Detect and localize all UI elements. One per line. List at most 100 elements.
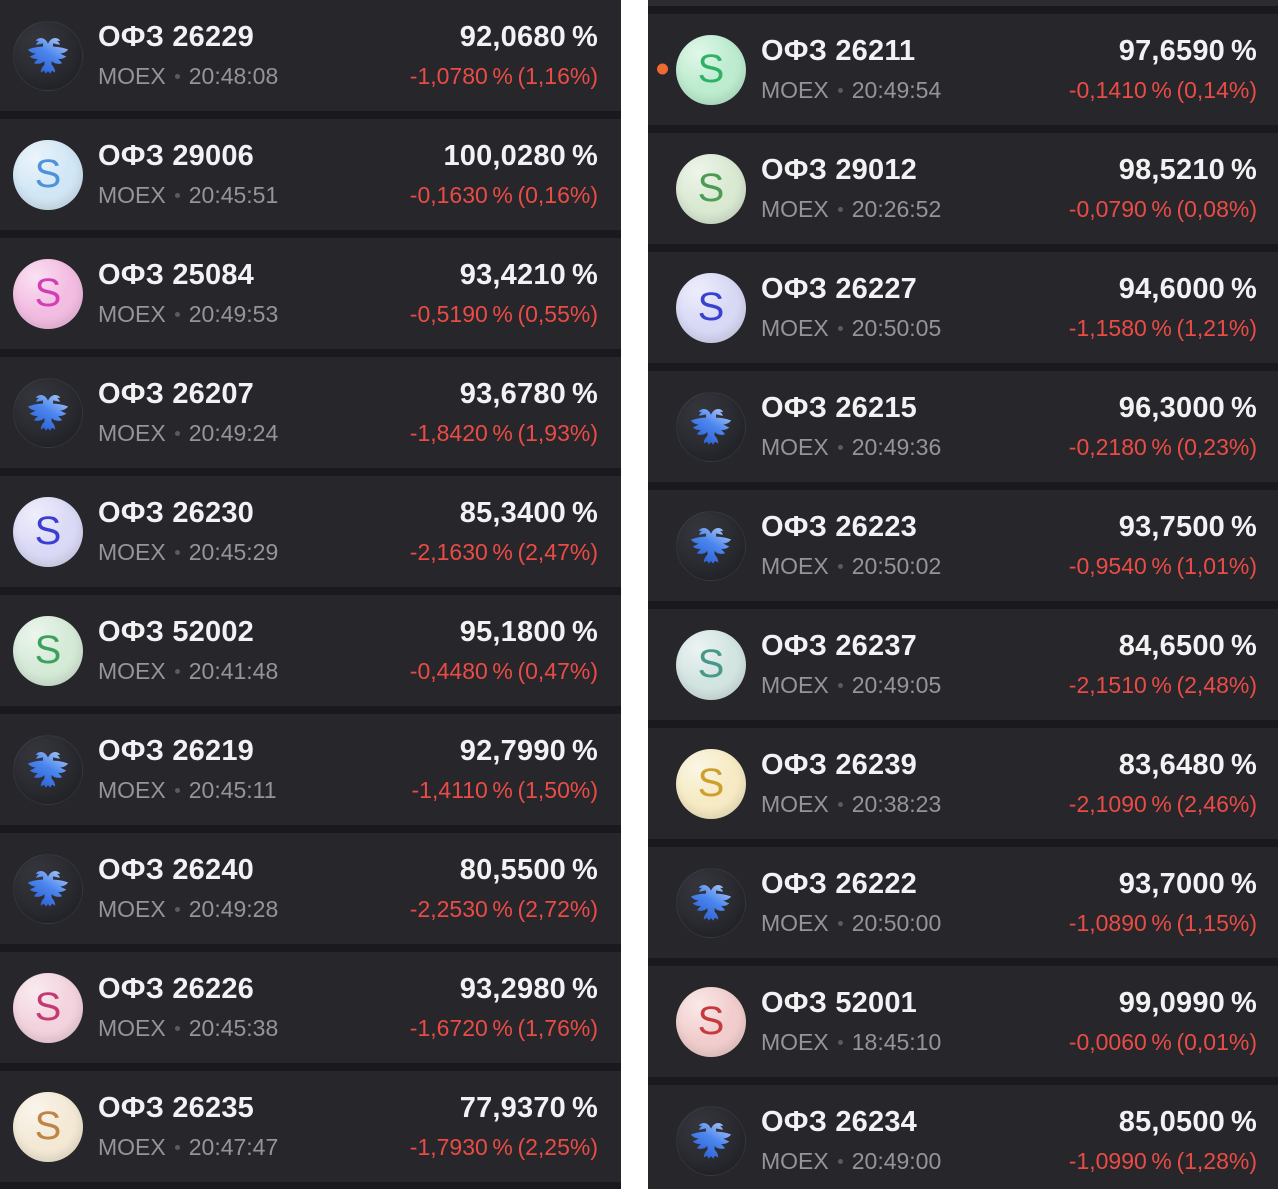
bond-list-item[interactable]: ОФЗ 26207 MOEX 20:49:24 93,6780 % -1,842… [0, 357, 621, 468]
bond-ticker: ОФЗ 26219 [98, 735, 254, 767]
last-trade-time: 18:45:10 [851, 1029, 942, 1055]
bond-change: -1,0990 % (1,28%) [1068, 1148, 1257, 1174]
bond-list-item[interactable]: S ОФЗ 26226 MOEX 20:45:38 93,2980 % -1,6… [0, 952, 621, 1063]
bond-ticker: ОФЗ 26223 [761, 511, 917, 543]
bond-change: -0,2180 % (0,23%) [1068, 434, 1257, 460]
minfin-eagle-icon [27, 37, 69, 74]
bond-avatar: S [676, 748, 746, 819]
bond-list-item[interactable]: S ОФЗ 25084 MOEX 20:49:53 93,4210 % -0,5… [0, 238, 621, 349]
letter-s-icon: S [34, 984, 62, 1029]
bond-change: -0,0790 % (0,08%) [1068, 196, 1257, 222]
bond-subtitle: MOEX 20:49:36 [761, 434, 941, 461]
bond-price: 85,3400 % [459, 497, 598, 529]
exchange-label: MOEX [761, 77, 829, 103]
last-trade-time: 20:26:52 [851, 196, 942, 222]
bond-list-item[interactable]: S ОФЗ 52001 MOEX 18:45:10 99,0990 % -0,0… [648, 966, 1278, 1077]
bond-ticker: ОФЗ 26229 [98, 21, 254, 53]
exchange-label: MOEX [98, 777, 166, 803]
last-trade-time: 20:49:00 [851, 1148, 942, 1174]
bond-avatar [13, 20, 83, 91]
bond-price: 85,0500 % [1118, 1106, 1257, 1138]
bond-ticker: ОФЗ 26215 [761, 392, 917, 424]
bond-subtitle: MOEX 20:41:48 [98, 658, 278, 685]
exchange-label: MOEX [761, 1029, 829, 1055]
minfin-eagle-icon [27, 751, 69, 788]
exchange-label: MOEX [761, 315, 829, 341]
exchange-label: MOEX [98, 63, 166, 89]
bond-list-item[interactable]: ОФЗ 26215 MOEX 20:49:36 96,3000 % -0,218… [648, 371, 1278, 482]
bond-subtitle: MOEX 20:50:05 [761, 315, 941, 342]
bond-price: 97,6590 % [1118, 35, 1257, 67]
bond-list-item[interactable]: S ОФЗ 26239 MOEX 20:38:23 83,6480 % -2,1… [648, 728, 1278, 839]
last-trade-time: 20:49:28 [188, 896, 279, 922]
bond-price: 93,7500 % [1118, 511, 1257, 543]
bond-change: -0,5190 % (0,55%) [409, 301, 598, 327]
bond-change: -0,1410 % (0,14%) [1068, 77, 1257, 103]
bond-list-item[interactable]: S ОФЗ 26211 MOEX 20:49:54 97,6590 % -0,1… [648, 14, 1278, 125]
bond-list-item[interactable]: ОФЗ 26222 MOEX 20:50:00 93,7000 % -1,089… [648, 847, 1278, 958]
bond-change: -0,4480 % (0,47%) [409, 658, 598, 684]
bond-avatar: S [13, 615, 83, 686]
bond-list-item[interactable]: ОФЗ 26223 MOEX 20:50:02 93,7500 % -0,954… [648, 490, 1278, 601]
letter-s-icon: S [697, 46, 725, 91]
bond-subtitle: MOEX 20:49:53 [98, 301, 278, 328]
bond-price: 84,6500 % [1118, 630, 1257, 662]
bond-list-item[interactable]: ОФЗ 26240 MOEX 20:49:28 80,5500 % -2,253… [0, 833, 621, 944]
bond-change: -2,2530 % (2,72%) [409, 896, 598, 922]
bond-avatar: S [13, 972, 83, 1043]
dot-separator-icon [837, 88, 843, 93]
bond-price: 92,7990 % [459, 735, 598, 767]
last-trade-time: 20:50:02 [851, 553, 942, 579]
exchange-label: MOEX [761, 1148, 829, 1174]
dot-separator-icon [837, 564, 843, 569]
letter-s-icon: S [34, 1103, 62, 1148]
dot-separator-icon [174, 1026, 180, 1031]
last-trade-time: 20:45:51 [188, 182, 279, 208]
bond-list-item[interactable]: ОФЗ 26234 MOEX 20:49:00 85,0500 % -1,099… [648, 1085, 1278, 1189]
dot-separator-icon [174, 74, 180, 79]
bond-list-item[interactable]: S ОФЗ 52002 MOEX 20:41:48 95,1800 % -0,4… [0, 595, 621, 706]
letter-s-icon: S [697, 998, 725, 1043]
exchange-label: MOEX [761, 791, 829, 817]
bond-change: -0,1630 % (0,16%) [409, 182, 598, 208]
bond-ticker: ОФЗ 26227 [761, 273, 917, 305]
bond-list-item[interactable]: S ОФЗ 26227 MOEX 20:50:05 94,6000 % -1,1… [648, 252, 1278, 363]
bond-price: 99,0990 % [1118, 987, 1257, 1019]
bond-list-item[interactable]: ОФЗ 26229 MOEX 20:48:08 92,0680 % -1,078… [0, 0, 621, 111]
dot-separator-icon [174, 550, 180, 555]
bond-subtitle: MOEX 20:49:24 [98, 420, 278, 447]
minfin-eagle-icon [690, 884, 732, 921]
dot-separator-icon [837, 326, 843, 331]
unread-dot-icon [657, 63, 668, 74]
bond-price: 96,3000 % [1118, 392, 1257, 424]
bond-list-item[interactable]: S ОФЗ 26237 MOEX 20:49:05 84,6500 % -2,1… [648, 609, 1278, 720]
letter-s-icon: S [34, 508, 62, 553]
bond-price: 94,6000 % [1118, 273, 1257, 305]
bond-price: 93,2980 % [459, 973, 598, 1005]
bond-list-item[interactable]: S ОФЗ 29006 MOEX 20:45:51 100,0280 % -0,… [0, 119, 621, 230]
screens-divider [621, 0, 648, 1189]
last-trade-time: 20:45:38 [188, 1015, 279, 1041]
bond-subtitle: MOEX 20:50:02 [761, 553, 941, 580]
watchlist-column-right[interactable]: S ОФЗ 26211 MOEX 20:49:54 97,6590 % -0,1… [648, 0, 1278, 1189]
bond-ticker: ОФЗ 26239 [761, 749, 917, 781]
bond-avatar [676, 391, 746, 462]
bond-list-item[interactable]: ОФЗ 26219 MOEX 20:45:11 92,7990 % -1,411… [0, 714, 621, 825]
bond-ticker: ОФЗ 29012 [761, 154, 917, 186]
bond-price: 80,5500 % [459, 854, 598, 886]
exchange-label: MOEX [761, 196, 829, 222]
bond-avatar: S [676, 153, 746, 224]
bond-ticker: ОФЗ 52002 [98, 616, 254, 648]
bond-list-item[interactable]: S ОФЗ 26230 MOEX 20:45:29 85,3400 % -2,1… [0, 476, 621, 587]
exchange-label: MOEX [761, 672, 829, 698]
watchlist-column-left[interactable]: ОФЗ 26229 MOEX 20:48:08 92,0680 % -1,078… [0, 0, 621, 1189]
bond-avatar: S [676, 986, 746, 1057]
exchange-label: MOEX [98, 658, 166, 684]
bond-subtitle: MOEX 20:49:05 [761, 672, 941, 699]
bond-price: 77,9370 % [459, 1092, 598, 1124]
bond-change: -1,8420 % (1,93%) [409, 420, 598, 446]
bond-list-item[interactable]: S ОФЗ 26235 MOEX 20:47:47 77,9370 % -1,7… [0, 1071, 621, 1182]
bond-list-item[interactable]: S ОФЗ 29012 MOEX 20:26:52 98,5210 % -0,0… [648, 133, 1278, 244]
exchange-label: MOEX [761, 434, 829, 460]
